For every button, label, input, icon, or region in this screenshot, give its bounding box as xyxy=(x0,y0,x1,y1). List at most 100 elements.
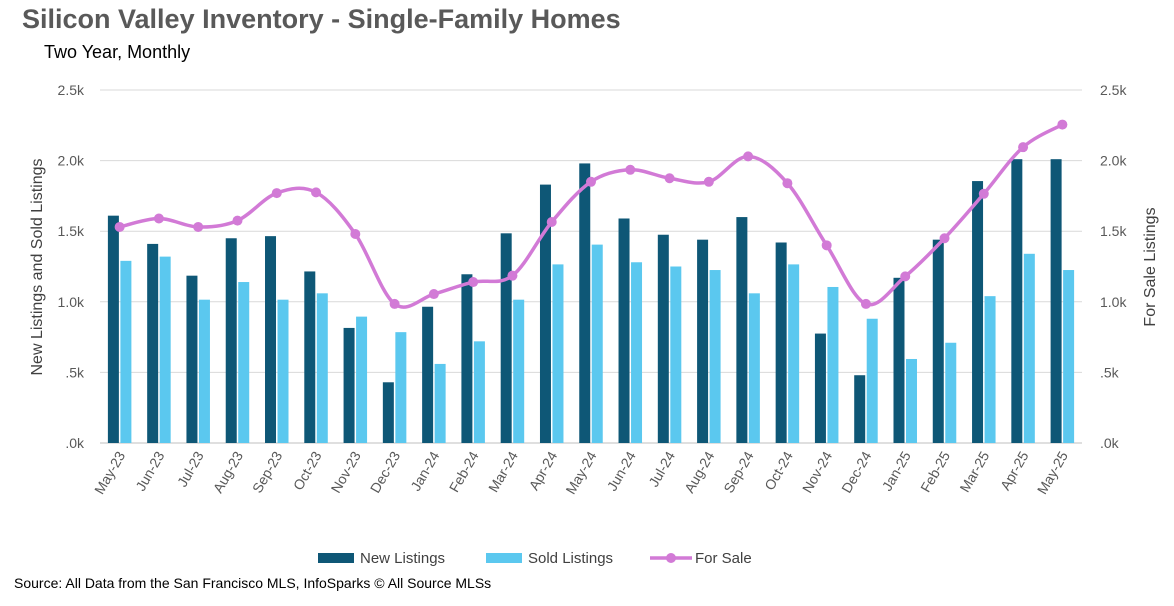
sold-listings-bar xyxy=(552,264,564,443)
x-tick-label: Dec-23 xyxy=(367,448,404,495)
right-axis-ticks: .0k .5k 1.0k 1.5k 2.0k 2.5k xyxy=(1100,82,1127,451)
for-sale-line xyxy=(114,119,1068,309)
for-sale-point xyxy=(350,229,361,240)
for-sale-point xyxy=(782,178,793,189)
sold-listings-bar xyxy=(905,358,917,443)
x-tick-label: Mar-24 xyxy=(485,448,521,495)
new-listings-bar xyxy=(579,163,591,443)
x-tick-label: Jun-23 xyxy=(132,448,167,493)
sold-listings-bar xyxy=(356,316,368,443)
new-listings-bar xyxy=(500,233,512,443)
x-tick-label: Jul-23 xyxy=(174,448,207,489)
right-tick-label: 2.5k xyxy=(1100,82,1127,98)
new-listings-bar xyxy=(697,239,709,443)
sold-listings-bar xyxy=(277,299,289,443)
sold-listings-bar xyxy=(984,296,996,443)
sold-listings-bar xyxy=(395,332,407,443)
left-axis-title: New Listings and Sold Listings xyxy=(29,158,46,375)
left-tick-label: 1.5k xyxy=(58,223,85,239)
for-sale-point xyxy=(1018,142,1029,153)
x-tick-label: Dec-24 xyxy=(838,448,875,495)
for-sale-point xyxy=(900,271,911,282)
x-tick-label: Jul-24 xyxy=(645,448,678,489)
x-tick-label: Apr-24 xyxy=(525,448,560,493)
for-sale-point xyxy=(978,188,989,199)
legend-new-label: New Listings xyxy=(360,550,445,567)
bars xyxy=(107,159,1075,444)
x-tick-label: May-25 xyxy=(1034,448,1071,497)
new-listings-bar xyxy=(814,333,826,443)
x-tick-label: Nov-24 xyxy=(799,448,836,495)
for-sale-point xyxy=(193,221,204,232)
new-listings-bar xyxy=(304,271,316,443)
sold-listings-bar xyxy=(238,282,250,443)
new-listings-bar xyxy=(972,181,984,443)
x-tick-label: Feb-25 xyxy=(917,448,953,495)
new-listings-bar xyxy=(736,217,748,443)
sold-listings-bar xyxy=(434,363,446,443)
sold-listings-bar xyxy=(631,262,643,443)
for-sale-point xyxy=(625,164,636,175)
for-sale-point xyxy=(428,289,439,300)
sold-listings-bar xyxy=(788,264,800,443)
new-listings-bar xyxy=(461,274,473,443)
sold-listings-bar xyxy=(709,270,721,443)
for-sale-point xyxy=(507,270,518,281)
for-sale-point xyxy=(311,187,322,198)
for-sale-point xyxy=(1057,119,1068,130)
for-sale-point xyxy=(860,298,871,309)
right-tick-label: .0k xyxy=(1100,435,1120,451)
new-listings-bar xyxy=(539,184,551,443)
for-sale-point xyxy=(821,240,832,251)
sold-listings-bar xyxy=(198,299,210,443)
source-note: Source: All Data from the San Francisco … xyxy=(14,575,492,591)
x-tick-label: Nov-23 xyxy=(327,448,364,495)
sold-listings-bar xyxy=(473,341,485,443)
sold-listings-bar xyxy=(591,244,603,443)
new-listings-bar xyxy=(186,275,198,443)
for-sale-point xyxy=(703,176,714,187)
sold-listings-bar xyxy=(1063,270,1075,443)
new-listings-bar xyxy=(657,234,669,443)
left-tick-label: 2.5k xyxy=(58,82,85,98)
for-sale-point xyxy=(546,217,557,228)
for-sale-point xyxy=(939,233,950,244)
for-sale-point xyxy=(271,188,282,199)
for-sale-point xyxy=(468,277,479,288)
x-tick-label: Oct-24 xyxy=(761,448,796,493)
left-axis-ticks: .0k .5k 1.0k 1.5k 2.0k 2.5k xyxy=(58,82,85,451)
new-listings-bar xyxy=(854,375,866,443)
new-listings-bar xyxy=(893,277,905,443)
new-listings-bar xyxy=(932,239,944,443)
right-axis-title: For Sale Listings xyxy=(1142,207,1159,326)
right-tick-label: 2.0k xyxy=(1100,153,1127,169)
sold-listings-bar xyxy=(827,286,839,443)
new-listings-bar xyxy=(265,236,277,443)
legend-forsale-label: For Sale xyxy=(695,550,752,567)
left-tick-label: .0k xyxy=(65,435,85,451)
legend-sold-swatch xyxy=(486,553,522,563)
x-axis-ticks: May-23 Jun-23 Jul-23 Aug-23 Sep-23 Oct-23 Nov-… xyxy=(91,448,1071,497)
for-sale-point xyxy=(586,176,596,187)
for-sale-point xyxy=(664,173,675,184)
left-tick-label: .5k xyxy=(65,364,85,380)
x-tick-label: Aug-24 xyxy=(681,448,718,495)
new-listings-bar xyxy=(225,238,237,443)
sold-listings-bar xyxy=(945,342,957,443)
sold-listings-bar xyxy=(670,266,682,443)
legend-sold-label: Sold Listings xyxy=(528,550,613,567)
x-tick-label: Mar-25 xyxy=(956,448,992,495)
left-tick-label: 2.0k xyxy=(58,153,85,169)
sold-listings-bar xyxy=(748,293,760,443)
left-tick-label: 1.0k xyxy=(58,294,85,310)
legend: New Listings Sold Listings For Sale xyxy=(318,550,752,567)
chart-subtitle: Two Year, Monthly xyxy=(44,42,191,62)
x-tick-label: Jan-24 xyxy=(407,448,442,493)
x-tick-label: Jan-25 xyxy=(879,448,914,493)
new-listings-bar xyxy=(618,218,630,443)
for-sale-point xyxy=(153,213,164,224)
x-tick-label: May-24 xyxy=(562,448,599,497)
new-listings-bar xyxy=(382,382,394,443)
new-listings-bar xyxy=(107,215,119,443)
x-tick-label: Sep-24 xyxy=(720,448,757,495)
